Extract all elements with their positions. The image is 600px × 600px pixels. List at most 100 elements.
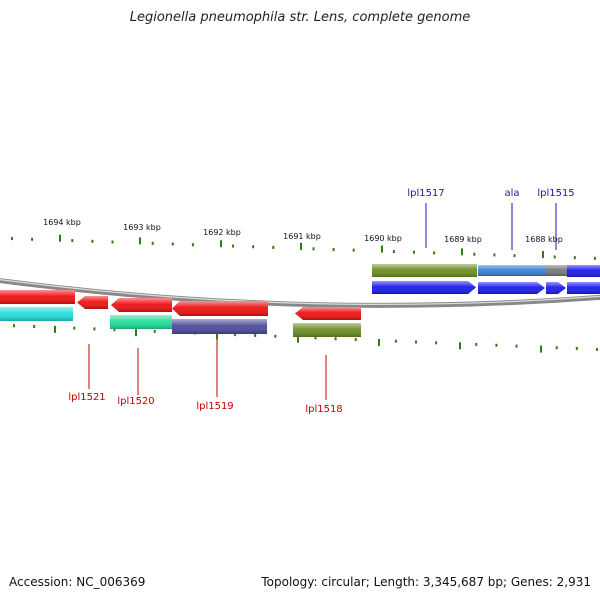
minor-tick [475,342,478,346]
gene-label-reverse: lpl1519 [196,401,233,412]
minor-tick [493,253,496,257]
minor-tick [13,324,15,328]
gene-arrow [546,282,566,294]
major-tick [297,335,299,343]
tick-label: 1694 kbp [43,218,81,227]
gene-arrow [0,290,75,304]
minor-tick [31,237,34,241]
gene-arrow [372,281,476,294]
gene-block [567,265,600,277]
minor-tick [354,338,357,342]
major-tick [381,245,383,253]
minor-tick [392,250,395,254]
genome-stats-text: Topology: circular; Length: 3,345,687 bp… [261,575,591,589]
gene-label-forward: lpl1517 [407,188,444,199]
major-tick [300,242,302,250]
minor-tick [435,341,438,345]
major-tick [135,329,137,337]
gene-arrow [111,298,172,312]
gene-arrow [77,296,108,309]
genome-backbone-highlight [0,279,600,305]
gene-label-reverse: lpl1521 [68,392,105,403]
genome-backbone [0,278,600,308]
minor-tick [171,242,174,246]
minor-tick [71,239,74,243]
gene-arrow [478,282,545,294]
minor-tick [191,243,194,247]
major-tick [461,248,463,256]
map-title: Legionella pneumophila str. Lens, comple… [129,10,471,25]
minor-tick [515,344,518,348]
major-tick [378,339,380,347]
gene-features [0,264,600,337]
scale-tick-labels: 1694 kbp 1693 kbp 1692 kbp 1691 kbp 1690 kbp… [43,218,563,244]
gene-ala-block [478,265,546,276]
minor-tick [254,333,257,337]
tick-label: 1693 kbp [123,223,161,232]
tick-label: 1689 kbp [444,235,482,244]
gene-block [0,307,73,321]
scale-ticks-outer [11,234,596,260]
minor-tick [272,245,275,249]
minor-tick [555,346,558,350]
minor-tick [73,326,76,330]
minor-tick [91,239,94,243]
minor-tick [595,347,598,351]
gene-labels: lpl1517 ala lpl1515 lpl1521 lpl1520 lpl1519 lp… [68,188,574,415]
minor-tick [433,251,436,255]
tick-label: 1692 kbp [203,228,241,237]
minor-tick [153,329,156,333]
tick-label: 1688 kbp [525,235,563,244]
minor-tick [93,327,96,331]
scale-ticks-inner [13,324,598,353]
minor-tick [332,247,335,251]
minor-tick [352,248,355,252]
gene-lpl1517-block [372,264,477,277]
minor-tick [33,324,36,328]
minor-tick [232,244,235,248]
minor-tick [593,256,596,260]
minor-tick [314,336,317,340]
minor-tick [415,340,417,344]
gene-arrow [172,301,268,316]
minor-tick [473,252,476,256]
gene-label-reverse: lpl1518 [305,404,342,415]
gene-arrow [295,307,361,320]
minor-tick [394,339,397,343]
minor-tick [234,333,237,337]
major-tick [54,325,56,333]
gene-label-reverse: lpl1520 [117,396,154,407]
minor-tick [252,245,255,249]
minor-tick [11,237,13,241]
minor-tick [495,343,498,347]
minor-tick [113,328,116,332]
minor-tick [573,256,576,260]
gene-lpl1515-block [546,265,567,276]
minor-tick [413,250,415,254]
tick-label: 1691 kbp [283,232,321,241]
major-tick [542,251,544,259]
gene-block [110,315,172,329]
gene-label-forward: ala [504,188,519,199]
minor-tick [151,241,154,245]
minor-tick [334,337,337,341]
major-tick [459,342,461,350]
label-leader-lines [88,203,557,400]
major-tick [216,332,218,340]
gene-block [172,319,267,334]
major-tick [139,237,141,245]
minor-tick [111,240,114,244]
minor-tick [513,254,516,258]
minor-tick [553,255,556,259]
gene-arrow [567,282,600,294]
major-tick [220,240,222,248]
gene-label-forward: lpl1515 [537,188,574,199]
minor-tick [312,247,315,251]
gene-block [293,323,361,337]
tick-label: 1690 kbp [364,234,402,243]
major-tick [540,345,542,353]
accession-text: Accession: NC_006369 [9,575,146,589]
major-tick [59,234,61,242]
minor-tick [575,347,578,351]
